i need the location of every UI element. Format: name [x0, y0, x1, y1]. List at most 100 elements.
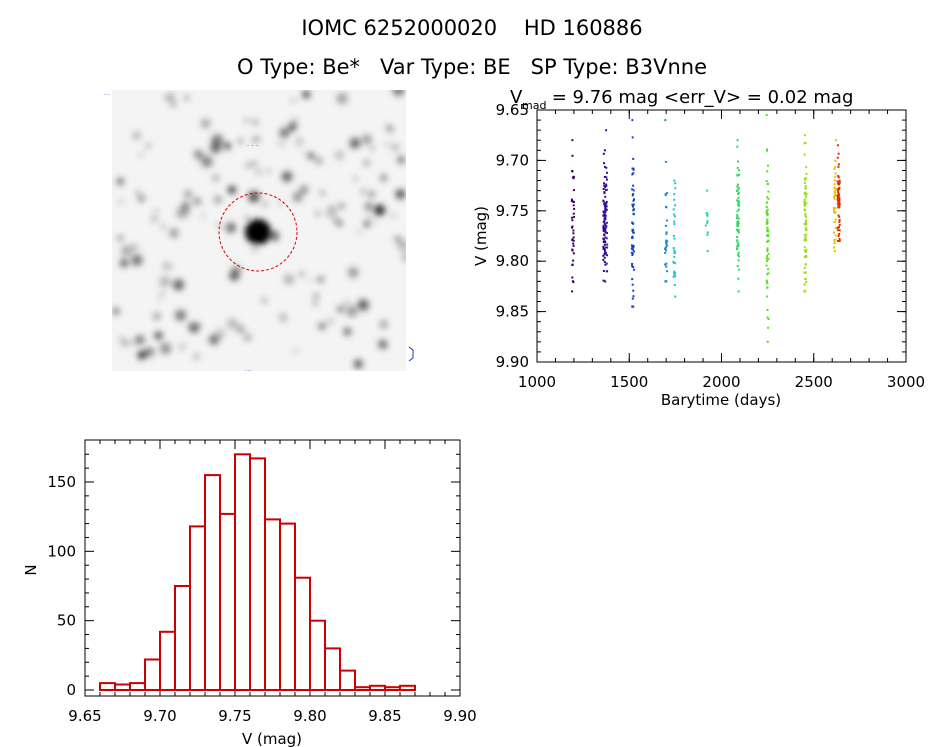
data-point: [833, 231, 836, 234]
sky-star: [313, 301, 318, 306]
sky-star: [193, 353, 200, 359]
sky-star: [319, 190, 325, 196]
data-point: [632, 172, 635, 175]
data-point: [673, 250, 676, 253]
sky-star: [277, 140, 285, 148]
data-point: [665, 241, 668, 244]
data-point: [767, 272, 770, 275]
data-point: [632, 250, 635, 253]
data-point: [706, 189, 709, 192]
sky-star: [208, 334, 220, 345]
sky-star: [379, 320, 389, 329]
data-point: [674, 295, 677, 298]
data-point: [834, 166, 836, 169]
data-point: [631, 254, 634, 256]
data-point: [803, 290, 806, 293]
data-point: [603, 191, 606, 194]
data-point: [767, 164, 769, 167]
data-point: [803, 198, 806, 201]
data-point: [804, 250, 807, 253]
data-point: [766, 247, 769, 250]
data-point: [838, 233, 841, 235]
sky-star: [154, 331, 163, 340]
data-point: [631, 265, 634, 268]
data-point: [632, 193, 635, 196]
data-point: [672, 275, 675, 278]
light-curve-ticks: 1000 1500 2000 2500 3000 9.65 9.70 9.75 9.80 9.85…: [496, 101, 926, 391]
data-point: [833, 239, 836, 242]
data-point: [765, 295, 768, 298]
sky-image-bottom-label: ·····: [245, 368, 251, 373]
sky-star: [345, 301, 349, 305]
data-point: [605, 270, 608, 273]
data-point: [603, 203, 606, 206]
histogram-bar: [249, 457, 266, 691]
data-point: [833, 196, 835, 199]
sky-star: [283, 274, 295, 285]
data-point: [736, 185, 739, 188]
data-point: [737, 202, 740, 205]
data-point: [838, 202, 841, 205]
data-point: [631, 283, 634, 286]
data-point: [630, 247, 633, 250]
data-point: [833, 190, 836, 193]
data-point: [632, 248, 634, 251]
data-point: [572, 252, 575, 255]
sky-star: [261, 200, 269, 208]
sky-star: [137, 194, 146, 203]
data-point: [736, 210, 739, 213]
data-point: [665, 249, 668, 252]
data-point: [604, 216, 607, 219]
data-point: [631, 246, 634, 249]
sky-star: [132, 131, 141, 141]
histogram-bar: [99, 682, 116, 691]
sky-star: [372, 218, 377, 223]
data-point: [737, 187, 740, 190]
histogram-axes-frame: [84, 439, 461, 697]
data-point: [736, 166, 739, 169]
data-point: [837, 163, 840, 166]
data-point: [833, 211, 836, 214]
sky-star: [353, 176, 358, 181]
data-point: [631, 194, 634, 197]
data-point: [571, 216, 573, 219]
data-point: [602, 226, 605, 229]
data-point: [766, 148, 768, 151]
data-point: [633, 268, 635, 271]
data-point: [767, 197, 770, 200]
sky-star: [251, 118, 259, 126]
data-point: [833, 208, 835, 211]
data-point: [604, 195, 607, 198]
data-point: [836, 144, 839, 147]
sky-star: [216, 223, 221, 228]
histogram-bar: [144, 658, 161, 691]
data-point: [803, 201, 806, 203]
data-point: [805, 233, 808, 236]
data-point: [631, 229, 634, 232]
data-point: [605, 176, 608, 179]
data-point: [836, 156, 839, 159]
light-curve-title-values: = 9.76 mag <err_V> = 0.02 mag: [546, 87, 853, 108]
histogram-bar: [159, 630, 176, 691]
sky-star: [254, 168, 263, 176]
data-point: [571, 170, 574, 173]
sky-star: [368, 191, 375, 198]
data-point: [804, 237, 807, 240]
data-point: [602, 200, 605, 203]
sky-star: [281, 171, 293, 183]
data-point: [572, 281, 575, 284]
data-point: [835, 226, 837, 229]
sky-star: [364, 202, 374, 211]
data-point: [674, 272, 677, 275]
data-point: [706, 214, 709, 217]
histogram-bar: [234, 453, 251, 691]
data-point: [632, 295, 635, 298]
data-point: [805, 281, 807, 284]
data-point: [766, 316, 769, 319]
data-point: [805, 177, 808, 180]
data-point: [736, 221, 739, 224]
data-point: [736, 265, 739, 268]
data-point: [631, 173, 634, 176]
data-point: [572, 212, 575, 215]
